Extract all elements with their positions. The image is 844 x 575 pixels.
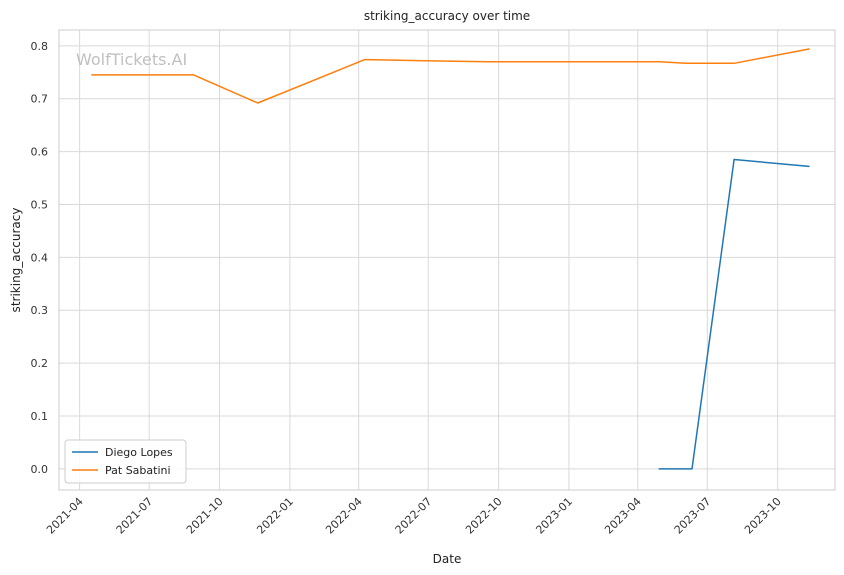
legend-label-diego-lopes: Diego Lopes — [105, 446, 173, 459]
x-tick-label: 2022-01 — [254, 495, 296, 537]
x-tick-label: 2023-10 — [742, 495, 784, 537]
y-tick-label: 0.3 — [31, 304, 49, 317]
x-tick-label: 2023-04 — [602, 495, 644, 537]
legend-box — [64, 439, 187, 484]
x-tick-label: 2022-10 — [463, 495, 505, 537]
y-tick-label: 0.2 — [31, 357, 49, 370]
y-tick-label: 0.4 — [31, 251, 49, 264]
series-layer — [91, 48, 810, 470]
y-tick-label: 0.1 — [31, 410, 49, 423]
y-axis-label: striking_accuracy — [9, 208, 23, 313]
series-line-pat-sabatini — [91, 48, 810, 104]
y-tick-label: 0.6 — [31, 146, 49, 159]
legend-label-pat-sabatini: Pat Sabatini — [105, 464, 171, 477]
x-tick-label: 2022-04 — [323, 495, 365, 537]
x-tick-label: 2021-10 — [184, 495, 226, 537]
x-axis-ticks: 2021-04 2021-07 2021-10 2022-01 2022-04 2022-… — [44, 495, 784, 537]
grid-lines — [59, 30, 835, 490]
watermark: WolfTickets.AI — [76, 50, 187, 69]
x-tick-label: 2021-04 — [44, 495, 86, 537]
x-axis-label: Date — [433, 552, 462, 566]
plot-frame — [58, 29, 836, 491]
y-tick-label: 0.5 — [31, 198, 49, 211]
series-line-diego-lopes — [658, 158, 810, 470]
y-tick-label: 0.8 — [31, 40, 49, 53]
chart-title: striking_accuracy over time — [364, 9, 530, 23]
legend: Diego Lopes Pat Sabatini — [64, 439, 187, 484]
x-tick-label: 2021-07 — [114, 495, 156, 537]
x-tick-label: 2023-07 — [672, 495, 714, 537]
x-tick-label: 2022-07 — [393, 495, 435, 537]
y-tick-label: 0.0 — [31, 463, 49, 476]
plot-area — [59, 30, 835, 490]
x-tick-label: 2023-01 — [533, 495, 575, 537]
y-axis-ticks: 0.0 0.1 0.2 0.3 0.4 0.5 0.6 0.7 0.8 — [31, 40, 49, 476]
y-tick-label: 0.7 — [31, 93, 49, 106]
